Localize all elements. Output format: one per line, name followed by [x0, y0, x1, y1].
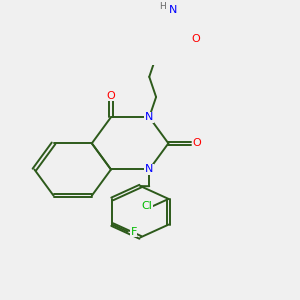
Text: Cl: Cl: [141, 201, 152, 211]
Text: N: N: [168, 5, 177, 16]
Text: O: O: [192, 138, 201, 148]
Text: F: F: [130, 226, 137, 237]
Text: N: N: [145, 164, 153, 175]
Text: O: O: [106, 91, 115, 100]
Text: H: H: [160, 2, 166, 11]
Text: N: N: [145, 112, 153, 122]
Text: O: O: [192, 34, 200, 44]
